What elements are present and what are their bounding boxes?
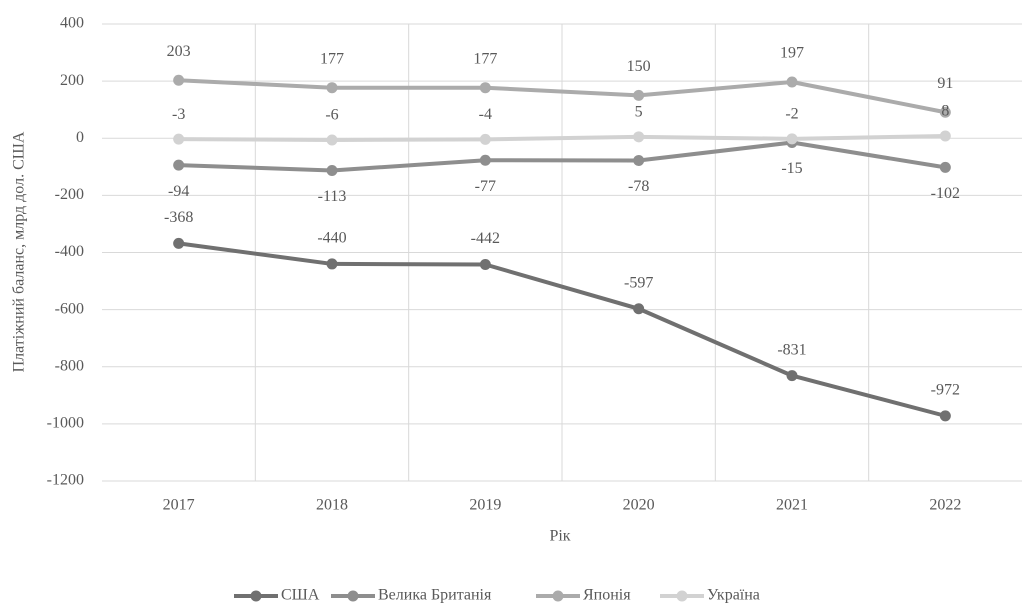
x-axis-title: Рік bbox=[549, 528, 570, 545]
data-label: 203 bbox=[167, 43, 191, 60]
data-point bbox=[173, 74, 185, 86]
y-tick-label: -1000 bbox=[47, 415, 84, 432]
y-tick-label: 0 bbox=[76, 129, 84, 146]
data-label: -2 bbox=[785, 105, 798, 122]
data-point bbox=[633, 303, 645, 315]
x-tick-label: 2017 bbox=[163, 497, 195, 514]
series-line bbox=[178, 78, 946, 115]
data-label: -368 bbox=[164, 209, 193, 226]
data-point bbox=[786, 76, 798, 88]
data-point bbox=[939, 410, 951, 422]
data-point bbox=[633, 131, 645, 143]
data-label: -831 bbox=[777, 341, 806, 358]
data-label: -113 bbox=[318, 188, 347, 205]
y-tick-label: 400 bbox=[60, 15, 84, 32]
data-label: -442 bbox=[471, 230, 500, 247]
x-tick-label: 2021 bbox=[776, 497, 808, 514]
legend-marker bbox=[250, 590, 262, 602]
data-point bbox=[479, 258, 491, 270]
data-point bbox=[326, 82, 338, 94]
data-label: 197 bbox=[780, 45, 804, 62]
y-tick-label: 200 bbox=[60, 72, 84, 89]
data-label: 5 bbox=[635, 103, 643, 120]
data-label: -972 bbox=[931, 382, 960, 399]
data-label: 150 bbox=[627, 58, 651, 75]
data-label: 177 bbox=[473, 50, 497, 67]
data-point bbox=[633, 155, 645, 167]
legend-label: Велика Британія bbox=[378, 587, 492, 604]
series-line bbox=[178, 140, 946, 173]
data-point bbox=[939, 106, 951, 118]
data-label: -440 bbox=[317, 230, 346, 247]
y-tick-label: -1200 bbox=[47, 472, 84, 489]
data-point bbox=[173, 159, 185, 171]
y-tick-label: -800 bbox=[55, 357, 84, 374]
data-label: -6 bbox=[325, 107, 338, 124]
y-axis-title: Платіжний баланс, млрд дол. США bbox=[11, 131, 28, 372]
series-line bbox=[178, 133, 946, 142]
data-point bbox=[479, 133, 491, 145]
data-point bbox=[173, 133, 185, 145]
data-point bbox=[479, 154, 491, 166]
legend-label: Україна bbox=[707, 587, 760, 604]
data-label: -15 bbox=[781, 160, 802, 177]
data-label: -4 bbox=[479, 106, 492, 123]
y-tick-label: -600 bbox=[55, 300, 84, 317]
data-label: 91 bbox=[937, 75, 953, 92]
x-tick-label: 2022 bbox=[929, 497, 961, 514]
data-label: 177 bbox=[320, 50, 344, 67]
y-tick-label: -200 bbox=[55, 186, 84, 203]
legend-label: Японія bbox=[583, 587, 631, 604]
data-point bbox=[326, 165, 338, 177]
legend-marker bbox=[676, 590, 688, 602]
x-tick-label: 2019 bbox=[469, 497, 501, 514]
data-point bbox=[173, 237, 185, 249]
data-label: -94 bbox=[168, 183, 189, 200]
legend-label: США bbox=[281, 587, 320, 604]
legend-marker bbox=[552, 590, 564, 602]
data-point bbox=[786, 370, 798, 382]
data-label: -102 bbox=[931, 185, 960, 202]
x-tick-label: 2020 bbox=[623, 497, 655, 514]
legend-marker bbox=[347, 590, 359, 602]
data-label: -597 bbox=[624, 274, 653, 291]
data-point bbox=[939, 130, 951, 142]
x-tick-label: 2018 bbox=[316, 497, 348, 514]
series-line bbox=[178, 241, 946, 418]
data-label: -77 bbox=[475, 178, 496, 195]
data-point bbox=[786, 133, 798, 145]
data-point bbox=[326, 134, 338, 146]
data-point bbox=[939, 161, 951, 173]
data-label: 8 bbox=[941, 103, 949, 120]
y-tick-label: -400 bbox=[55, 243, 84, 260]
data-point bbox=[326, 258, 338, 270]
data-point bbox=[479, 82, 491, 94]
data-label: -3 bbox=[172, 106, 185, 123]
data-label: -78 bbox=[628, 178, 649, 195]
data-point bbox=[633, 89, 645, 101]
